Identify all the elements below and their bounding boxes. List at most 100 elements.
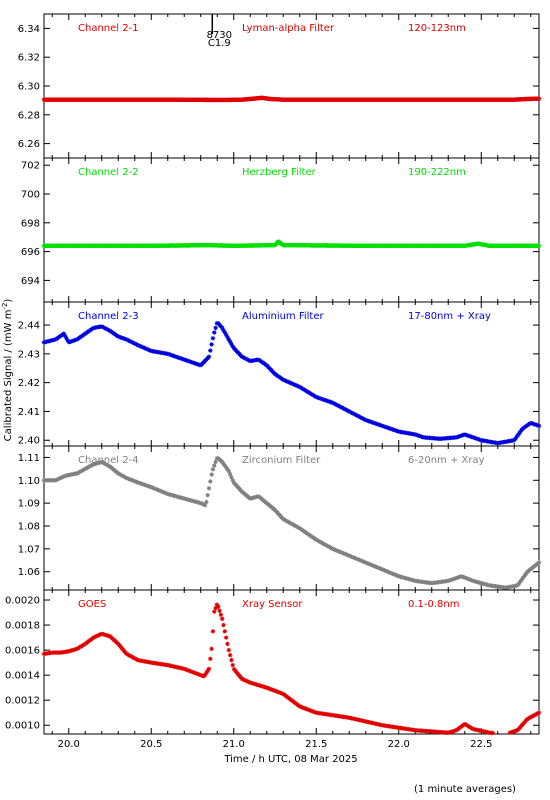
- data-point: [395, 573, 400, 579]
- data-point: [210, 629, 216, 634]
- data-point: [214, 602, 220, 607]
- data-point: [370, 563, 375, 568]
- data-point: [392, 572, 398, 577]
- data-point: [58, 475, 64, 480]
- data-point: [147, 348, 152, 353]
- data-point: [209, 342, 214, 347]
- panel-band-label: 6-20nm + Xray: [408, 455, 485, 466]
- panels-layer: 6.26 6.28 6.30 6.32 6.34 Channel 2-1 Lyman-alp…: [5, 13, 542, 750]
- y-tick-label: 0.0012: [5, 696, 40, 707]
- data-point: [271, 688, 276, 693]
- data-point: [136, 343, 142, 348]
- data-point: [313, 394, 319, 400]
- data-point: [230, 662, 235, 668]
- panel-2: 694 696 698 700 702 Channel 2-2 Herzberg Filte…: [21, 157, 542, 303]
- data-point: [468, 577, 473, 583]
- data-point: [150, 485, 155, 490]
- data-point: [152, 486, 158, 491]
- data-point: [304, 706, 309, 712]
- data-point: [90, 326, 96, 331]
- data-point: [536, 560, 542, 565]
- data-point: [144, 346, 150, 352]
- data-point: [245, 679, 250, 684]
- data-point: [227, 471, 233, 477]
- data-point: [353, 556, 358, 561]
- x-axis-title: Time / h UTC, 08 Mar 2025: [223, 754, 357, 765]
- data-point: [148, 484, 154, 490]
- data-point: [385, 569, 390, 574]
- data-point: [332, 547, 337, 552]
- data-point: [115, 334, 121, 339]
- data-point: [359, 558, 365, 564]
- data-point: [163, 490, 168, 496]
- data-point: [308, 708, 313, 713]
- data-point: [369, 562, 374, 568]
- y-tick-label: 0.0018: [5, 621, 40, 632]
- data-point: [311, 709, 316, 714]
- data-point: [284, 379, 290, 384]
- data-point: [205, 492, 210, 498]
- data-point: [515, 432, 521, 438]
- data-point: [127, 477, 132, 482]
- data-point: [128, 477, 134, 483]
- y-tick-label: 1.11: [18, 453, 40, 464]
- data-point: [288, 380, 294, 386]
- data-point: [97, 632, 102, 638]
- data-point: [394, 573, 399, 578]
- flare-class-label: C1.9: [208, 38, 231, 49]
- data-point: [212, 330, 217, 335]
- data-point: [225, 334, 230, 340]
- data-point: [189, 669, 195, 674]
- data-point: [536, 96, 542, 101]
- data-point: [225, 641, 230, 647]
- data-point: [194, 671, 200, 676]
- data-point: [164, 491, 169, 496]
- y-tick-label: 6.34: [18, 24, 40, 35]
- data-point: [223, 635, 229, 640]
- data-point: [379, 567, 385, 572]
- footnote: (1 minute averages): [414, 784, 516, 795]
- y-axis-title-sup: -2: [1, 303, 9, 310]
- data-point: [209, 472, 214, 477]
- data-point: [469, 578, 474, 583]
- data-point: [490, 730, 495, 736]
- data-point: [222, 629, 228, 634]
- x-tick-label: 20.5: [140, 739, 162, 750]
- data-point: [283, 378, 288, 383]
- data-point: [139, 344, 144, 349]
- data-point: [205, 668, 210, 674]
- data-point: [355, 557, 361, 562]
- panel-filter-label: Herzberg Filter: [242, 167, 317, 178]
- data-point: [198, 673, 204, 678]
- data-point: [221, 622, 226, 628]
- data-point: [462, 575, 468, 580]
- data-point: [198, 501, 204, 506]
- data-point: [536, 423, 542, 429]
- data-point: [206, 666, 212, 672]
- y-axis-title-main: Calibrated Signal / (mW m: [3, 310, 14, 442]
- data-point: [204, 499, 209, 505]
- data-point: [390, 571, 395, 576]
- data-point: [239, 676, 245, 682]
- data-point: [518, 579, 523, 584]
- data-point: [513, 436, 518, 442]
- data-point: [243, 678, 249, 683]
- data-point: [337, 549, 342, 554]
- data-point: [366, 561, 371, 567]
- y-tick-label: 0.0020: [5, 596, 40, 607]
- data-point: [61, 331, 66, 336]
- data-point: [126, 476, 131, 481]
- y-tick-label: 2.41: [18, 407, 40, 418]
- data-point: [159, 489, 164, 494]
- data-point: [460, 574, 465, 579]
- data-point: [161, 490, 167, 495]
- data-point: [367, 562, 373, 567]
- data-point: [157, 488, 163, 494]
- data-point: [206, 486, 212, 491]
- data-point: [202, 502, 208, 508]
- data-point: [193, 671, 198, 676]
- flare-region-label: 8730: [207, 30, 232, 41]
- data-point: [241, 677, 246, 682]
- data-point: [185, 668, 191, 673]
